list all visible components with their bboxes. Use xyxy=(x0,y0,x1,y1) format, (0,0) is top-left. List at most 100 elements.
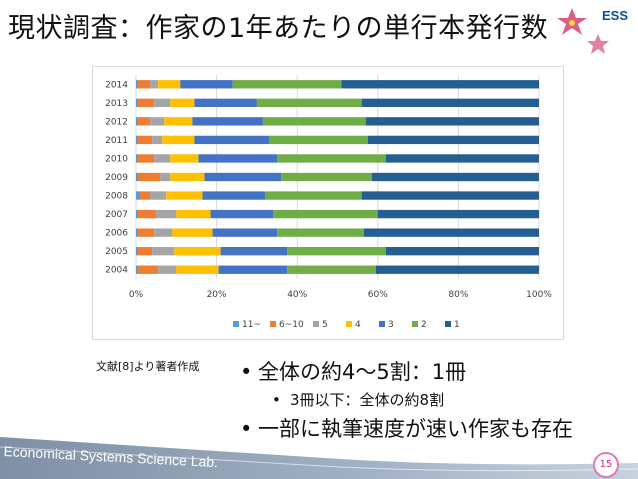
bar-segment-4 xyxy=(162,135,195,145)
y-tick-label: 2011 xyxy=(105,136,128,146)
y-tick-label: 2012 xyxy=(105,117,128,127)
bar-segment-11~ xyxy=(136,265,139,274)
bar-segment-5 xyxy=(150,117,165,126)
bar-segment-2 xyxy=(232,80,342,89)
bar-segment-5 xyxy=(150,191,167,200)
x-tick-label: 60% xyxy=(368,290,388,300)
bar-segment-11~ xyxy=(136,154,139,163)
bar-segment-3 xyxy=(194,135,269,145)
bar-segment-4 xyxy=(170,154,199,163)
lab-logo-icon xyxy=(557,8,609,54)
bar-segment-4 xyxy=(158,80,181,89)
legend-swatch xyxy=(412,321,418,327)
bar-segment-2 xyxy=(273,209,378,219)
bullet-icon: • xyxy=(240,417,253,441)
legend-label: 1 xyxy=(454,320,460,330)
bar-segment-1 xyxy=(365,117,539,126)
bar-segment-4 xyxy=(172,228,213,237)
bar-segment-3 xyxy=(192,117,263,126)
bar-segment-1 xyxy=(363,228,539,237)
bar-segment-4 xyxy=(176,265,219,274)
y-tick-label: 2014 xyxy=(105,80,128,90)
bar-segment-1 xyxy=(375,265,539,274)
legend-label: 5 xyxy=(322,320,328,330)
x-tick-label: 80% xyxy=(448,290,468,300)
y-tick-label: 2007 xyxy=(105,210,128,220)
legend-swatch xyxy=(379,321,385,327)
bar-segment-5 xyxy=(158,265,177,274)
y-tick-label: 2005 xyxy=(105,247,128,257)
bar-segment-11~ xyxy=(136,117,139,126)
bullet-item: • 一部に執筆速度が速い作家も存在 xyxy=(240,414,600,444)
bar-segment-1 xyxy=(385,247,539,256)
bullet-list: • 全体の約4〜5割：1冊 • 3冊以下：全体の約8割 • 一部に執筆速度が速い作家も… xyxy=(240,358,600,444)
bar-segment-2 xyxy=(281,172,372,182)
bar-segment-11~ xyxy=(136,209,139,219)
legend-label: 11~ xyxy=(242,320,261,330)
bullet-icon: • xyxy=(240,360,253,384)
bar-segment-1 xyxy=(377,209,539,219)
bar-segment-5 xyxy=(152,247,175,256)
footer-band xyxy=(0,437,638,479)
bar-segment-3 xyxy=(194,98,257,107)
bar-segment-6~10 xyxy=(138,265,159,274)
bar-segment-2 xyxy=(256,98,362,107)
bar-segment-3 xyxy=(218,265,288,274)
legend-label: 4 xyxy=(355,320,361,330)
bar-segment-3 xyxy=(204,172,282,182)
y-tick-label: 2010 xyxy=(105,154,128,164)
legend-swatch xyxy=(233,321,239,327)
bar-segment-6~10 xyxy=(138,228,155,237)
x-tick-label: 100% xyxy=(526,290,552,300)
source-note: 文献[8]より著者作成 xyxy=(96,360,200,373)
bar-segment-6~10 xyxy=(138,154,155,163)
y-tick-label: 2008 xyxy=(105,192,128,202)
bar-segment-11~ xyxy=(136,172,139,182)
bar-segment-6~10 xyxy=(138,98,155,107)
bar-segment-5 xyxy=(154,228,173,237)
sub-bullet-item: • 3冊以下：全体の約8割 xyxy=(272,386,600,414)
bar-segment-11~ xyxy=(136,191,141,200)
legend-swatch xyxy=(445,321,451,327)
bar-segment-6~10 xyxy=(138,117,151,126)
bar-segment-4 xyxy=(174,247,221,256)
chart-canvas: 0% 20% 40% 60% 80% 100% 2004 2005 2006 2007 2008 20… xyxy=(105,75,552,330)
bar-segment-11~ xyxy=(136,228,139,237)
legend-label: 2 xyxy=(421,320,427,330)
bar-segment-5 xyxy=(156,209,177,219)
bar-segment-2 xyxy=(277,154,386,163)
bar-segment-6~10 xyxy=(138,80,151,89)
page-number: 15 xyxy=(593,452,619,478)
logo-text: ESS xyxy=(601,8,628,23)
bar-segment-5 xyxy=(152,135,163,145)
bar-segment-2 xyxy=(264,191,362,200)
bar-segment-2 xyxy=(268,135,368,145)
bar-segment-6~10 xyxy=(140,191,151,200)
legend-swatch xyxy=(313,321,319,327)
stacked-bar-chart: 0% 20% 40% 60% 80% 100% 2004 2005 2006 2007 2008 20… xyxy=(92,66,564,340)
x-tick-label: 0% xyxy=(129,290,144,300)
y-tick-label: 2013 xyxy=(105,99,128,109)
bar-segment-1 xyxy=(361,98,539,107)
bar-segment-11~ xyxy=(136,80,139,89)
bar-segment-11~ xyxy=(136,98,139,107)
bar-segment-4 xyxy=(170,172,205,182)
bullet-icon: • xyxy=(272,391,281,409)
bar-segment-5 xyxy=(154,154,171,163)
bar-segment-1 xyxy=(341,80,539,89)
bar-segment-3 xyxy=(210,209,274,219)
bar-segment-4 xyxy=(176,209,211,219)
bar-segment-6~10 xyxy=(138,135,153,145)
x-tick-label: 40% xyxy=(287,290,307,300)
legend-label: 6~10 xyxy=(279,320,304,330)
logo-emblem xyxy=(557,8,609,54)
bar-segment-4 xyxy=(166,191,203,200)
legend-swatch xyxy=(346,321,352,327)
bar-segment-2 xyxy=(287,265,376,274)
bar-segment-3 xyxy=(212,228,278,237)
bar-segment-6~10 xyxy=(138,247,153,256)
bar-segment-6~10 xyxy=(138,172,161,182)
y-tick-label: 2009 xyxy=(105,173,128,183)
bar-segment-2 xyxy=(277,228,364,237)
bar-segment-2 xyxy=(287,247,386,256)
